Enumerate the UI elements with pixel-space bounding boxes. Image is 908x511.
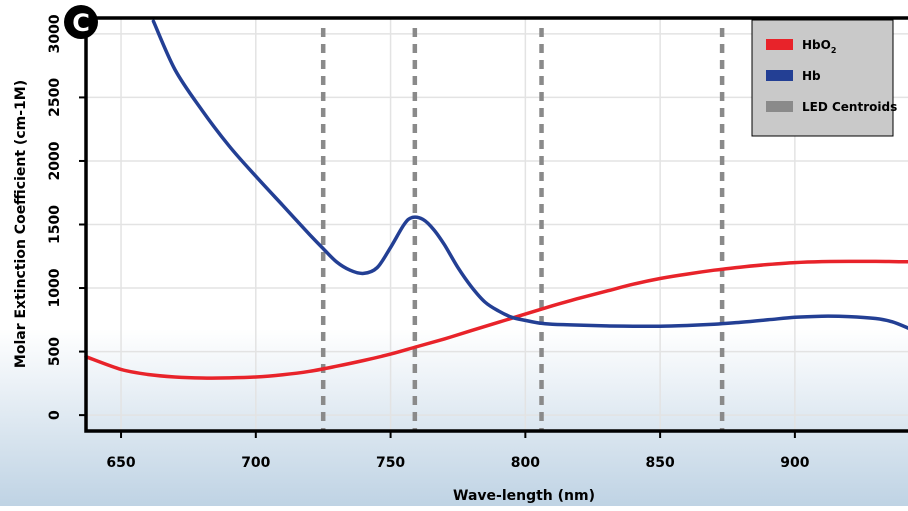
y-tick-label: 0 xyxy=(47,410,63,420)
legend-swatch-hb xyxy=(766,70,793,81)
y-tick-label: 2500 xyxy=(47,78,63,117)
y-tick-label: 1500 xyxy=(47,205,63,244)
series-lines xyxy=(84,19,908,380)
x-tick-label: 800 xyxy=(511,455,540,471)
series-line-hb xyxy=(151,19,908,330)
x-axis-title: Wave-length (nm) xyxy=(453,488,595,504)
grid xyxy=(86,18,908,431)
x-tick-label: 900 xyxy=(780,455,809,471)
x-tick-label: 850 xyxy=(645,455,674,471)
legend-label-led: LED Centroids xyxy=(802,100,897,114)
panel-label-badge: C xyxy=(64,5,98,39)
y-axis-ticks: 0 500 1000 1500 2000 2500 3000 xyxy=(47,14,86,420)
legend-label-hb: Hb xyxy=(802,69,821,83)
panel-label-circle xyxy=(64,5,98,39)
series-line-hbo2 xyxy=(84,259,908,380)
panel-label: C xyxy=(72,9,90,37)
legend-swatch-led xyxy=(766,101,793,112)
x-tick-label: 650 xyxy=(106,455,135,471)
legend: HbO2 Hb LED Centroids xyxy=(751,19,897,137)
x-tick-label: 750 xyxy=(376,455,405,471)
x-tick-label: 700 xyxy=(241,455,270,471)
legend-swatch-hbo2 xyxy=(766,39,793,50)
y-tick-label: 3000 xyxy=(47,14,63,53)
led-centroid-lines xyxy=(320,28,725,431)
y-tick-label: 2000 xyxy=(47,141,63,180)
x-axis-ticks: 650700750800850900950 xyxy=(106,431,810,471)
legend-label-hbo2: HbO2 xyxy=(802,38,836,55)
y-tick-label: 1000 xyxy=(47,268,63,307)
y-tick-label: 500 xyxy=(47,337,63,366)
y-axis-title: Molar Extinction Coefficient (cm-1M) xyxy=(13,80,29,368)
